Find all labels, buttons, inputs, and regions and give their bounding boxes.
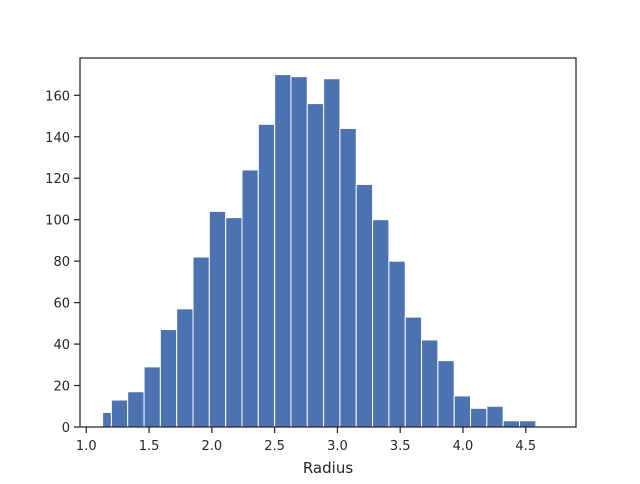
histogram-bar	[192, 256, 210, 428]
x-axis-ticks: 1.0 1.5 2.0 2.5 3.0 3.5 4.0 4.5	[76, 427, 536, 454]
y-tick-label: 120	[45, 172, 70, 187]
histogram-bar	[306, 103, 325, 428]
x-tick-label: 1.5	[139, 439, 160, 454]
histogram-bar	[421, 339, 439, 428]
axes-frame	[79, 57, 577, 428]
histogram-bar	[502, 420, 520, 428]
histogram-bar	[102, 411, 112, 428]
histogram-bar	[323, 78, 341, 428]
y-tick-label: 140	[45, 131, 70, 146]
histogram-bar	[388, 260, 406, 428]
x-tick-label: 2.0	[202, 439, 223, 454]
x-axis-label: Radius	[303, 459, 353, 477]
histogram-bar	[159, 329, 178, 428]
histogram-bar	[110, 399, 129, 428]
y-tick-label: 100	[45, 214, 70, 229]
x-tick-label: 3.5	[390, 439, 411, 454]
y-tick-label: 0	[62, 421, 70, 436]
x-tick-label: 4.0	[453, 439, 474, 454]
bars-group	[102, 74, 537, 428]
histogram-bar	[290, 76, 308, 428]
histogram-bar	[176, 308, 194, 428]
histogram-bar	[127, 391, 145, 428]
histogram-bar	[274, 74, 292, 428]
histogram-bar	[518, 420, 537, 428]
histogram-bar	[437, 360, 455, 428]
x-tick-label: 2.5	[264, 439, 285, 454]
histogram-bar	[339, 127, 357, 428]
histogram-bar	[257, 123, 276, 428]
histogram-bar	[143, 366, 161, 428]
histogram-bar	[241, 169, 259, 428]
y-tick-label: 80	[53, 255, 70, 270]
histogram-bar	[404, 316, 423, 428]
y-tick-label: 160	[45, 89, 70, 104]
x-tick-label: 3.0	[327, 439, 348, 454]
histogram-bar	[225, 217, 243, 428]
histogram-bar	[486, 405, 504, 428]
x-tick-label: 1.0	[76, 439, 97, 454]
y-axis-ticks: 0 20 40 60 80 100 120 140 160	[45, 89, 80, 436]
histogram-bar	[453, 395, 472, 428]
histogram-bar	[470, 407, 488, 428]
y-tick-label: 60	[53, 297, 70, 312]
histogram-bar	[208, 210, 227, 428]
histogram-bar	[372, 219, 390, 428]
x-tick-label: 4.5	[515, 439, 536, 454]
y-tick-label: 40	[53, 338, 70, 353]
histogram-bar	[355, 183, 374, 428]
y-tick-label: 20	[53, 380, 70, 395]
